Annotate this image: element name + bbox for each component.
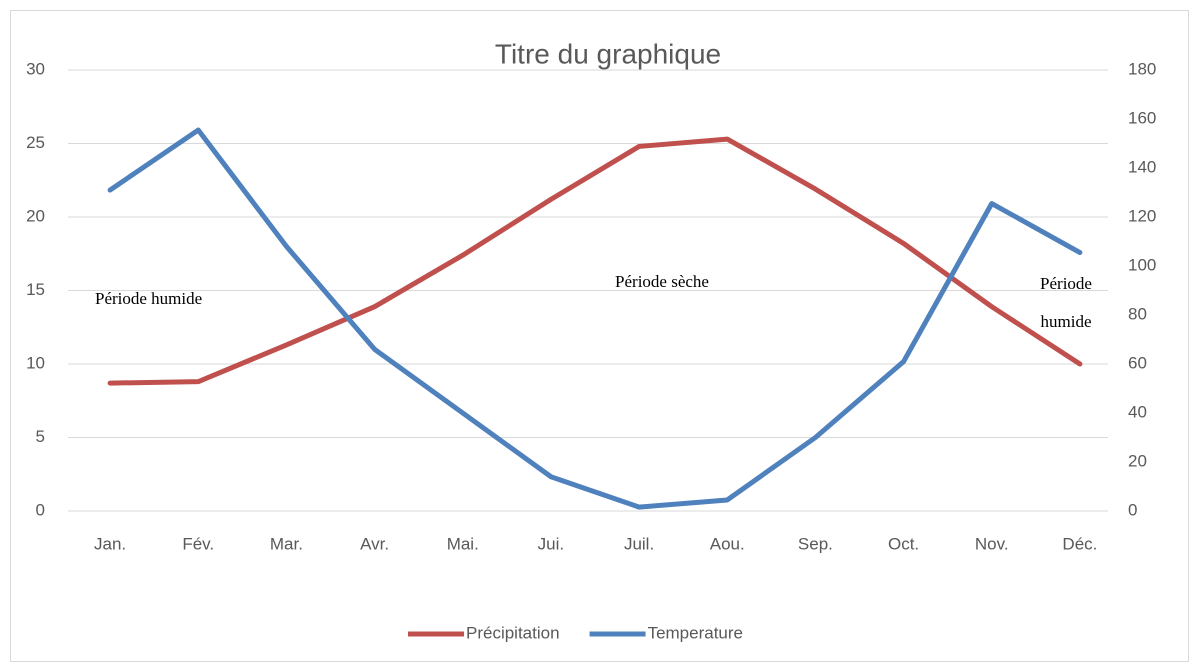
annotation: humide (1041, 312, 1092, 331)
y2-tick-label: 120 (1128, 206, 1156, 225)
x-tick-label: Déc. (1062, 534, 1097, 553)
x-tick-label: Sep. (798, 534, 833, 553)
x-tick-label: Aou. (710, 534, 745, 553)
y-tick-label: 5 (36, 427, 45, 446)
x-tick-label: Fév. (182, 534, 214, 553)
y-tick-label: 30 (26, 59, 45, 78)
y2-tick-label: 180 (1128, 59, 1156, 78)
x-tick-label: Nov. (975, 534, 1009, 553)
y2-tick-label: 160 (1128, 108, 1156, 127)
y2-tick-label: 0 (1128, 500, 1137, 519)
y2-tick-label: 40 (1128, 402, 1147, 421)
legend-label: Temperature (648, 623, 743, 642)
x-tick-label: Avr. (360, 534, 389, 553)
x-tick-label: Oct. (888, 534, 919, 553)
chart-title: Titre du graphique (495, 38, 721, 69)
y2-tick-label: 140 (1128, 157, 1156, 176)
y2-tick-label: 100 (1128, 255, 1156, 274)
annotation: Période (1040, 274, 1092, 293)
y-tick-label: 10 (26, 353, 45, 372)
y-tick-label: 15 (26, 280, 45, 299)
y2-tick-label: 20 (1128, 451, 1147, 470)
y-tick-label: 25 (26, 133, 45, 152)
x-tick-label: Mar. (270, 534, 303, 553)
legend-label: Précipitation (466, 623, 560, 642)
annotation: Période humide (95, 289, 202, 308)
x-tick-label: Jan. (94, 534, 126, 553)
y2-tick-label: 60 (1128, 353, 1147, 372)
chart-border (10, 10, 1189, 662)
y2-tick-label: 80 (1128, 304, 1147, 323)
x-tick-label: Jui. (538, 534, 564, 553)
y-tick-label: 0 (36, 500, 45, 519)
x-tick-label: Juil. (624, 534, 654, 553)
annotation: Période sèche (615, 272, 709, 291)
y-tick-label: 20 (26, 206, 45, 225)
x-tick-label: Mai. (447, 534, 479, 553)
series-line (107, 136, 1083, 386)
series-line (107, 127, 1083, 510)
